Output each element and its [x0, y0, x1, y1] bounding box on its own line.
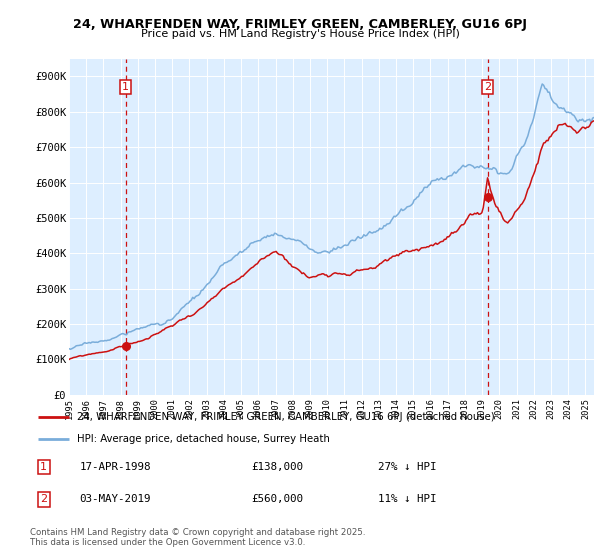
Text: 27% ↓ HPI: 27% ↓ HPI [378, 462, 436, 472]
Text: Price paid vs. HM Land Registry's House Price Index (HPI): Price paid vs. HM Land Registry's House … [140, 29, 460, 39]
Text: HPI: Average price, detached house, Surrey Heath: HPI: Average price, detached house, Surr… [77, 435, 330, 444]
Text: Contains HM Land Registry data © Crown copyright and database right 2025.
This d: Contains HM Land Registry data © Crown c… [30, 528, 365, 547]
Text: 17-APR-1998: 17-APR-1998 [80, 462, 151, 472]
Text: 11% ↓ HPI: 11% ↓ HPI [378, 494, 436, 504]
Text: 24, WHARFENDEN WAY, FRIMLEY GREEN, CAMBERLEY, GU16 6PJ (detached house): 24, WHARFENDEN WAY, FRIMLEY GREEN, CAMBE… [77, 412, 494, 422]
Text: 1: 1 [122, 82, 129, 92]
Text: 2: 2 [40, 494, 47, 504]
Text: 2: 2 [484, 82, 491, 92]
Text: 24, WHARFENDEN WAY, FRIMLEY GREEN, CAMBERLEY, GU16 6PJ: 24, WHARFENDEN WAY, FRIMLEY GREEN, CAMBE… [73, 18, 527, 31]
Text: 1: 1 [40, 462, 47, 472]
Text: £138,000: £138,000 [251, 462, 303, 472]
Text: £560,000: £560,000 [251, 494, 303, 504]
Text: 03-MAY-2019: 03-MAY-2019 [80, 494, 151, 504]
